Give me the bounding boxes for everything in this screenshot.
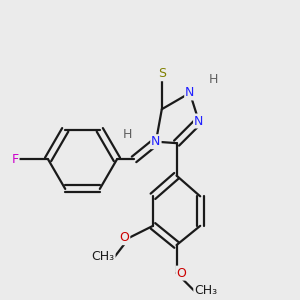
Text: CH₃: CH₃ xyxy=(92,250,115,263)
Text: O: O xyxy=(177,267,187,280)
Text: N: N xyxy=(185,86,195,99)
Text: O: O xyxy=(119,231,129,244)
Text: CH₃: CH₃ xyxy=(194,284,218,297)
Text: F: F xyxy=(11,153,19,166)
Text: S: S xyxy=(158,67,166,80)
Text: N: N xyxy=(151,135,160,148)
Text: N: N xyxy=(194,115,203,128)
Text: H: H xyxy=(123,128,132,141)
Text: H: H xyxy=(209,73,218,86)
